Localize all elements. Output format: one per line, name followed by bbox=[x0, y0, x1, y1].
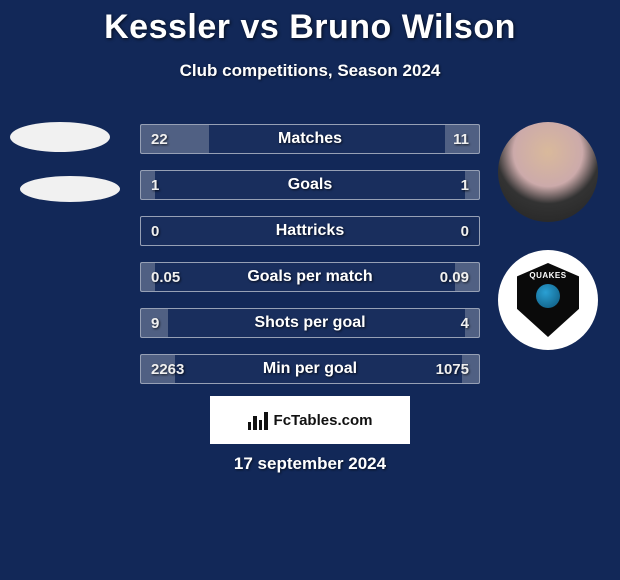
club-left-avatar bbox=[20, 176, 120, 202]
stat-row: 22 11 Matches bbox=[140, 124, 480, 154]
comparison-card: Kessler vs Bruno Wilson Club competition… bbox=[0, 0, 620, 580]
ball-icon bbox=[536, 284, 560, 308]
player-right-avatar bbox=[498, 122, 598, 222]
quakes-badge-icon: QUAKES bbox=[517, 263, 579, 337]
brand-logo-icon bbox=[248, 410, 268, 430]
page-title: Kessler vs Bruno Wilson bbox=[0, 0, 620, 47]
stat-bars: 2211Matches11Goals00Hattricks0.050.09Goa… bbox=[140, 124, 480, 400]
stat-value-left: 1 bbox=[151, 177, 159, 194]
player-left-avatar bbox=[10, 122, 110, 152]
stat-row: 1 1 Goals bbox=[140, 170, 480, 200]
stat-value-right: 1075 bbox=[436, 361, 469, 378]
stat-label: Goals bbox=[288, 176, 332, 194]
stat-row: 0.05 0.09 Goals per match bbox=[140, 262, 480, 292]
subtitle: Club competitions, Season 2024 bbox=[0, 61, 620, 81]
stat-value-left: 2263 bbox=[151, 361, 184, 378]
stat-value-right: 0.09 bbox=[440, 269, 469, 286]
stat-row: 2263 1075 Min per goal bbox=[140, 354, 480, 384]
stat-value-right: 0 bbox=[461, 223, 469, 240]
stat-label: Min per goal bbox=[263, 360, 357, 378]
stat-value-left: 9 bbox=[151, 315, 159, 332]
stat-label: Hattricks bbox=[276, 222, 344, 240]
stat-value-left: 0.05 bbox=[151, 269, 180, 286]
brand-text: FcTables.com bbox=[274, 412, 373, 429]
stat-value-left: 0 bbox=[151, 223, 159, 240]
stat-row: 9 4 Shots per goal bbox=[140, 308, 480, 338]
stat-label: Matches bbox=[278, 130, 342, 148]
stat-row: 0 0 Hattricks bbox=[140, 216, 480, 246]
stat-value-right: 1 bbox=[461, 177, 469, 194]
brand-watermark: FcTables.com bbox=[210, 396, 410, 444]
club-right-name: QUAKES bbox=[517, 271, 579, 280]
date-label: 17 september 2024 bbox=[0, 454, 620, 474]
stat-value-right: 4 bbox=[461, 315, 469, 332]
stat-value-right: 11 bbox=[453, 131, 469, 148]
club-right-avatar: QUAKES bbox=[498, 250, 598, 350]
stat-label: Goals per match bbox=[247, 268, 372, 286]
stat-label: Shots per goal bbox=[254, 314, 365, 332]
stat-value-left: 22 bbox=[151, 131, 168, 148]
